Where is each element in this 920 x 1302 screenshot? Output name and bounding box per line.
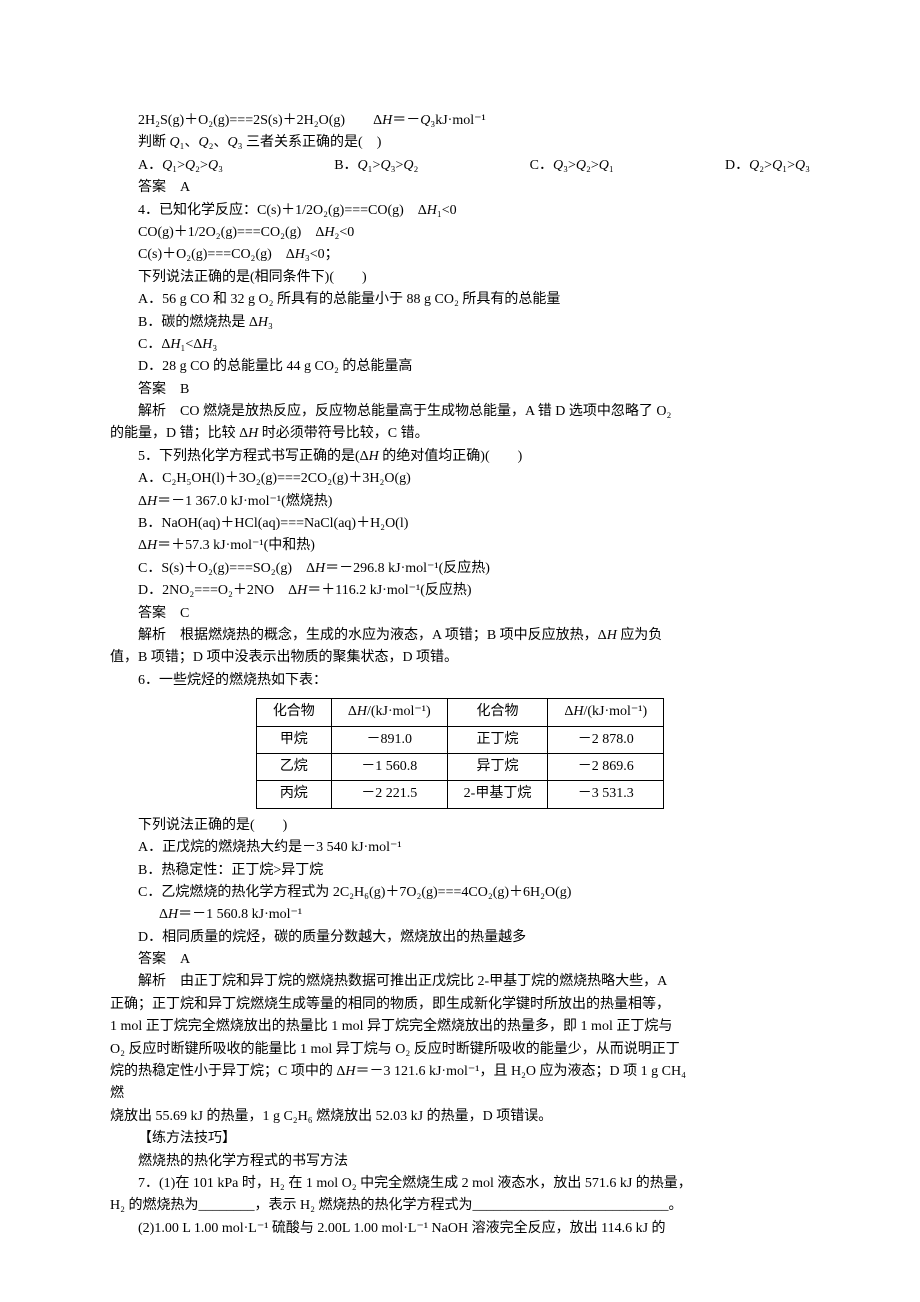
methods-section: 【练方法技巧】 燃烧热的热化学方程式的书写方法 [110, 1128, 810, 1173]
q5-choice-c: C．S(s)＋O₂(g)===SO₂(g) ΔH＝－296.8 kJ·mol⁻¹… [110, 558, 810, 580]
q7-stem-2: H₂ 的燃烧热为________，表示 H₂ 燃烧热的热化学方程式为______… [110, 1195, 810, 1217]
q6-choice-b: B．热稳定性：正丁烷>异丁烷 [110, 860, 810, 882]
q4-explanation-2: 的能量，D 错；比较 ΔH 时必须带符号比较，C 错。 [110, 423, 810, 445]
methods-label: 【练方法技巧】 [110, 1128, 810, 1150]
table-cell: 异丁烷 [447, 753, 548, 780]
table-cell: －1 560.8 [331, 753, 447, 780]
q3-answer: 答案 A [110, 177, 810, 199]
q6-choice-c2: ΔH＝－1 560.8 kJ·mol⁻¹ [110, 904, 810, 926]
table-row: 乙烷 －1 560.8 异丁烷 －2 869.6 [256, 753, 663, 780]
q5-explanation-2: 值，B 项错；D 项中没表示出物质的聚集状态，D 项错。 [110, 647, 810, 669]
q4-choice-b: B．碳的燃烧热是 ΔH₃ [110, 312, 810, 334]
table-cell: 2-甲基丁烷 [447, 781, 548, 808]
table-cell: －2 221.5 [331, 781, 447, 808]
q6-explanation-5: 烷的热稳定性小于异丁烷；C 项中的 ΔH＝－3 121.6 kJ·mol⁻¹，且… [110, 1061, 810, 1083]
q3-choice-c: C．Q₃>Q₂>Q₁ [530, 155, 614, 177]
q6-choice-c1: C．乙烷燃烧的热化学方程式为 2C₂H₆(g)＋7O₂(g)===4CO₂(g)… [110, 882, 810, 904]
table-cell: 正丁烷 [447, 726, 548, 753]
q5-choice-b1: B．NaOH(aq)＋HCl(aq)===NaCl(aq)＋H₂O(l) [110, 513, 810, 535]
question-4: 4．已知化学反应：C(s)＋1/2O₂(g)===CO(g) ΔH₁<0 CO(… [110, 200, 810, 446]
q4-choice-a: A．56 g CO 和 32 g O₂ 所具有的总能量小于 88 g CO₂ 所… [110, 289, 810, 311]
q4-choice-d: D．28 g CO 的总能量比 44 g CO₂ 的总能量高 [110, 356, 810, 378]
q3-choices: A．Q₁>Q₂>Q₃ B．Q₁>Q₃>Q₂ C．Q₃>Q₂>Q₁ D．Q₂>Q₁… [110, 155, 810, 177]
q4-answer: 答案 B [110, 379, 810, 401]
question-6: 6．一些烷烃的燃烧热如下表： 化合物 ΔH/(kJ·mol⁻¹) 化合物 ΔH/… [110, 670, 810, 1128]
q6-explanation-7: 烧放出 55.69 kJ 的热量，1 g C₂H₆ 燃烧放出 52.03 kJ … [110, 1106, 810, 1128]
q7-stem-1: 7．(1)在 101 kPa 时，H₂ 在 1 mol O₂ 中完全燃烧生成 2… [110, 1173, 810, 1195]
q6-answer: 答案 A [110, 949, 810, 971]
q4-explanation-1: 解析 CO 燃烧是放热反应，反应物总能量高于生成物总能量，A 错 D 选项中忽略… [110, 401, 810, 423]
q5-choice-b2: ΔH＝＋57.3 kJ·mol⁻¹(中和热) [110, 535, 810, 557]
methods-heading: 燃烧热的热化学方程式的书写方法 [110, 1151, 810, 1173]
table-cell: －2 869.6 [548, 753, 664, 780]
q3-equation: 2H₂S(g)＋O₂(g)===2S(s)＋2H₂O(g) ΔH＝－Q₃kJ·m… [110, 110, 810, 132]
question-5: 5．下列热化学方程式书写正确的是(ΔH 的绝对值均正确)( ) A．C₂H₅OH… [110, 446, 810, 670]
q6-choice-a: A．正戊烷的燃烧热大约是－3 540 kJ·mol⁻¹ [110, 837, 810, 859]
q6-explanation-6: 燃 [110, 1083, 810, 1105]
table-cell: －891.0 [331, 726, 447, 753]
q6-explanation-1: 解析 由正丁烷和异丁烷的燃烧热数据可推出正戊烷比 2-甲基丁烷的燃烧热略大些，A [110, 971, 810, 993]
q4-prompt: 下列说法正确的是(相同条件下)( ) [110, 267, 810, 289]
table-header: ΔH/(kJ·mol⁻¹) [548, 699, 664, 726]
table-cell: －2 878.0 [548, 726, 664, 753]
q3-choice-a: A．Q₁>Q₂>Q₃ [138, 155, 223, 177]
q4-eq2: CO(g)＋1/2O₂(g)===CO₂(g) ΔH₂<0 [110, 222, 810, 244]
q3-stem: 判断 Q₁、Q₂、Q₃ 三者关系正确的是( ) [110, 132, 810, 154]
q6-stem: 6．一些烷烃的燃烧热如下表： [110, 670, 810, 692]
table-header: 化合物 [447, 699, 548, 726]
q7-stem-3: (2)1.00 L 1.00 mol·L⁻¹ 硫酸与 2.00L 1.00 mo… [110, 1218, 810, 1240]
question-3-fragment: 2H₂S(g)＋O₂(g)===2S(s)＋2H₂O(g) ΔH＝－Q₃kJ·m… [110, 110, 810, 200]
q6-choice-d: D．相同质量的烷烃，碳的质量分数越大，燃烧放出的热量越多 [110, 927, 810, 949]
table-header: 化合物 [256, 699, 331, 726]
question-7: 7．(1)在 101 kPa 时，H₂ 在 1 mol O₂ 中完全燃烧生成 2… [110, 1173, 810, 1240]
q3-choice-d: D．Q₂>Q₁>Q₃ [725, 155, 810, 177]
q4-eq3: C(s)＋O₂(g)===CO₂(g) ΔH₃<0； [110, 244, 810, 266]
q4-choice-c: C．ΔH₁<ΔH₃ [110, 334, 810, 356]
q5-choice-a2: ΔH＝－1 367.0 kJ·mol⁻¹(燃烧热) [110, 491, 810, 513]
table-cell: 甲烷 [256, 726, 331, 753]
q6-table: 化合物 ΔH/(kJ·mol⁻¹) 化合物 ΔH/(kJ·mol⁻¹) 甲烷 －… [256, 698, 664, 809]
q6-explanation-2: 正确；正丁烷和异丁烷燃烧生成等量的相同的物质，即生成新化学键时所放出的热量相等， [110, 994, 810, 1016]
table-header-row: 化合物 ΔH/(kJ·mol⁻¹) 化合物 ΔH/(kJ·mol⁻¹) [256, 699, 663, 726]
table-row: 甲烷 －891.0 正丁烷 －2 878.0 [256, 726, 663, 753]
table-cell: 丙烷 [256, 781, 331, 808]
table-cell: 乙烷 [256, 753, 331, 780]
q6-explanation-4: O₂ 反应时断键所吸收的能量比 1 mol 异丁烷与 O₂ 反应时断键所吸收的能… [110, 1039, 810, 1061]
q5-choice-a1: A．C₂H₅OH(l)＋3O₂(g)===2CO₂(g)＋3H₂O(g) [110, 468, 810, 490]
q5-stem: 5．下列热化学方程式书写正确的是(ΔH 的绝对值均正确)( ) [110, 446, 810, 468]
q6-explanation-3: 1 mol 正丁烷完全燃烧放出的热量比 1 mol 异丁烷完全燃烧放出的热量多，… [110, 1016, 810, 1038]
q3-choice-b: B．Q₁>Q₃>Q₂ [334, 155, 418, 177]
q5-choice-d: D．2NO₂===O₂＋2NO ΔH＝＋116.2 kJ·mol⁻¹(反应热) [110, 580, 810, 602]
q5-explanation-1: 解析 根据燃烧热的概念，生成的水应为液态，A 项错；B 项中反应放热，ΔH 应为… [110, 625, 810, 647]
table-row: 丙烷 －2 221.5 2-甲基丁烷 －3 531.3 [256, 781, 663, 808]
q4-stem: 4．已知化学反应：C(s)＋1/2O₂(g)===CO(g) ΔH₁<0 [110, 200, 810, 222]
table-header: ΔH/(kJ·mol⁻¹) [331, 699, 447, 726]
table-cell: －3 531.3 [548, 781, 664, 808]
q6-prompt: 下列说法正确的是( ) [110, 815, 810, 837]
q5-answer: 答案 C [110, 603, 810, 625]
